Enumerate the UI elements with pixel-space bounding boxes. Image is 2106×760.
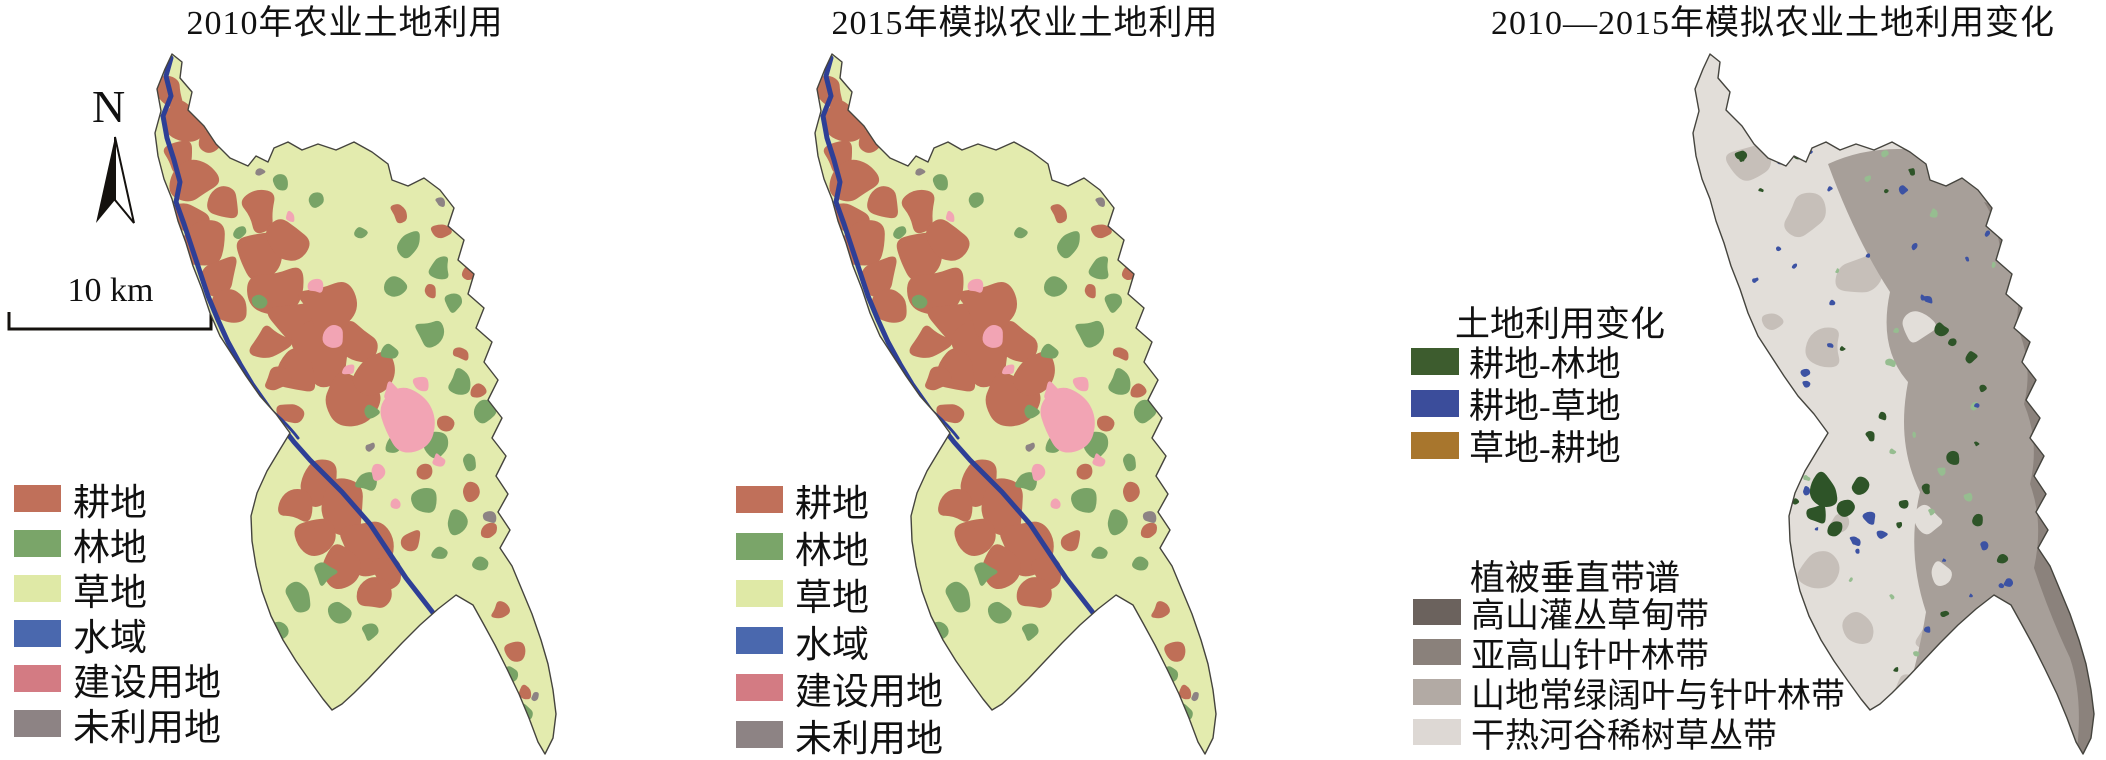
legend-swatch: [14, 710, 61, 737]
legend-swatch: [1411, 347, 1459, 375]
legend-swatch: [736, 674, 783, 701]
legend-swatch: [736, 580, 783, 607]
legend-swatch: [736, 486, 783, 513]
legend-item-grass-to-crop: 草地-耕地: [1411, 424, 1621, 468]
legend-swatch: [736, 721, 783, 748]
panel-title-change: 2010—2015年模拟农业土地利用变化: [1491, 5, 2055, 42]
legend-item-water: 水域: [736, 617, 943, 666]
legend-item-crop-to-forest: 耕地-林地: [1411, 340, 1621, 384]
vegetation-legend-title: 植被垂直带谱: [1469, 559, 1680, 598]
legend-item-montane-broadleaf-conifer: 山地常绿阔叶与针叶林带: [1413, 672, 1845, 715]
legend-item-alpine-shrub-meadow: 高山灌丛草甸带: [1413, 592, 1845, 635]
legend-landuse-2010: 耕地 林地 草地 水域 建设用地 未利用地: [14, 476, 221, 749]
legend-swatch: [1413, 719, 1461, 745]
legend-item-construction: 建设用地: [736, 664, 943, 713]
legend-item-cropland: 耕地: [14, 476, 221, 524]
legend-swatch: [14, 485, 61, 512]
legend-item-unused: 未利用地: [14, 701, 221, 749]
legend-swatch: [736, 533, 783, 560]
legend-item-dry-valley-savanna: 干热河谷稀树草丛带: [1413, 712, 1845, 755]
legend-item-grassland: 草地: [736, 570, 943, 619]
panel-title-2010: 2010年农业土地利用: [186, 5, 504, 42]
legend-item-unused: 未利用地: [736, 711, 943, 760]
change-legend-title: 土地利用变化: [1454, 305, 1665, 344]
map-landuse-change: [1692, 53, 2095, 755]
legend-swatch: [14, 620, 61, 647]
legend-item-forest: 林地: [14, 521, 221, 569]
legend-swatch: [1413, 679, 1461, 705]
legend-item-grassland: 草地: [14, 566, 221, 614]
legend-swatch: [1411, 389, 1459, 417]
legend-item-subalpine-conifer: 亚高山针叶林带: [1413, 632, 1845, 675]
legend-swatch: [1413, 599, 1461, 625]
legend-landuse-change: 耕地-林地 耕地-草地 草地-耕地: [1411, 340, 1621, 468]
legend-item-cropland: 耕地: [736, 476, 943, 525]
legend-item-construction: 建设用地: [14, 656, 221, 704]
scale-bar-label: 10 km: [67, 272, 154, 309]
legend-item-forest: 林地: [736, 523, 943, 572]
scale-bar: [7, 312, 213, 331]
legend-landuse-2015: 耕地 林地 草地 水域 建设用地 未利用地: [736, 476, 943, 760]
legend-item-crop-to-grass: 耕地-草地: [1411, 382, 1621, 426]
legend-swatch: [14, 665, 61, 692]
legend-swatch: [14, 530, 61, 557]
legend-swatch: [1411, 431, 1459, 459]
north-arrow-icon: [96, 136, 135, 224]
legend-swatch: [736, 627, 783, 654]
legend-vegetation-zones: 高山灌丛草甸带 亚高山针叶林带 山地常绿阔叶与针叶林带 干热河谷稀树草丛带: [1413, 592, 1845, 755]
legend-item-water: 水域: [14, 611, 221, 659]
panel-title-2015: 2015年模拟农业土地利用: [831, 5, 1219, 42]
legend-swatch: [14, 575, 61, 602]
legend-swatch: [1413, 639, 1461, 665]
north-label: N: [92, 81, 126, 132]
